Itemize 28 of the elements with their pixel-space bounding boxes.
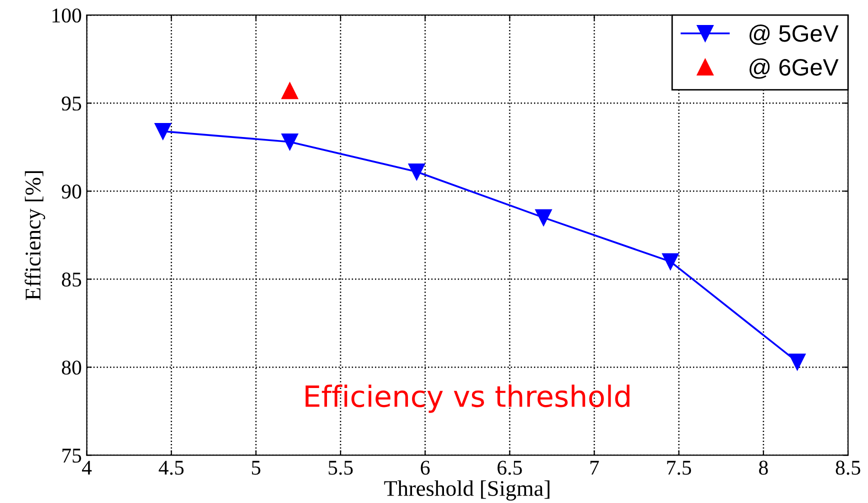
x-tick-label: 6 [420,460,430,475]
y-tick-label: 85 [62,272,82,287]
y-tick-label: 90 [62,184,82,199]
x-tick-label: 4 [82,460,92,475]
x-tick-label: 8.5 [836,460,860,475]
x-tick-label: 5 [252,460,260,475]
y-tick-label: 75 [62,448,82,463]
point [281,134,298,150]
x-tick-label: 7 [590,460,599,475]
point [788,354,806,370]
x-tick-label: 5.5 [328,460,353,475]
x-tick-label: 4.5 [158,460,184,475]
annotation: Efficiency vs threshold [306,384,630,413]
point [662,253,679,270]
point [154,122,172,140]
point [408,163,426,180]
point [535,209,552,226]
point [281,82,298,100]
x-tick-label: 8 [759,460,768,475]
y-tick-label: 80 [62,360,82,375]
x-tick-label: 6.5 [498,460,522,475]
x-tick-label: 7.5 [667,460,692,475]
y-tick-label: 100 [52,8,82,23]
x-axis-title: Threshold [Sigma] [384,480,550,501]
y-tick-label: 95 [62,96,82,111]
y-axis-title: Efficiency [%] [24,171,46,300]
legend-label: @ 6GeV [750,58,838,79]
legend-label: @ 5GeV [750,24,838,45]
